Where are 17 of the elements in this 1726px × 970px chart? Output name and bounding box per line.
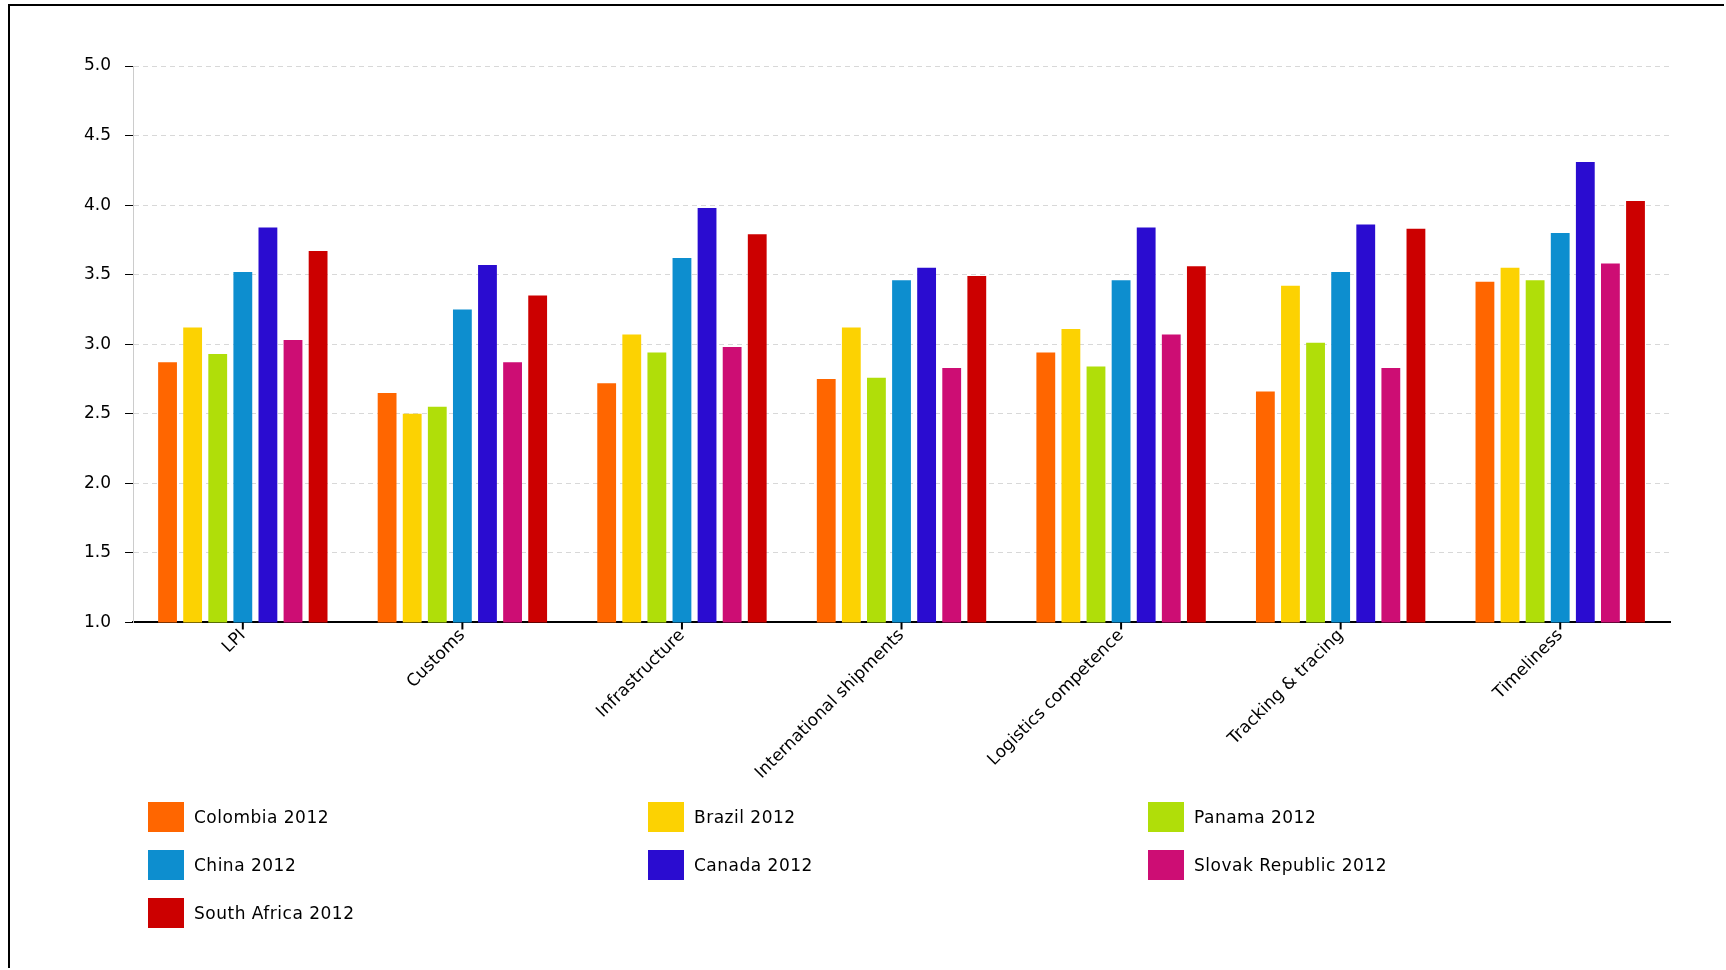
y-tick-label: 1.5: [83, 541, 112, 562]
legend-label: Slovak Republic 2012: [1194, 855, 1387, 875]
legend-label: Brazil 2012: [694, 807, 796, 827]
x-tick-label: LPI: [217, 624, 249, 657]
y-tick-label: 2.5: [83, 402, 112, 423]
y-tick-label: 2.0: [83, 471, 112, 492]
y-tick-label: 3.0: [83, 332, 112, 353]
legend-label: Canada 2012: [694, 855, 813, 875]
y-tick-label: 5.0: [83, 54, 112, 75]
legend-label: South Africa 2012: [194, 903, 355, 923]
legend-label: Colombia 2012: [194, 807, 330, 827]
y-tick-label: 3.5: [83, 263, 112, 284]
y-tick-label: 4.5: [83, 123, 112, 144]
legend-label: Panama 2012: [1194, 807, 1317, 827]
y-tick-label: 4.0: [83, 193, 112, 214]
legend-label: China 2012: [194, 855, 297, 875]
y-tick-label: 1.0: [83, 610, 112, 631]
